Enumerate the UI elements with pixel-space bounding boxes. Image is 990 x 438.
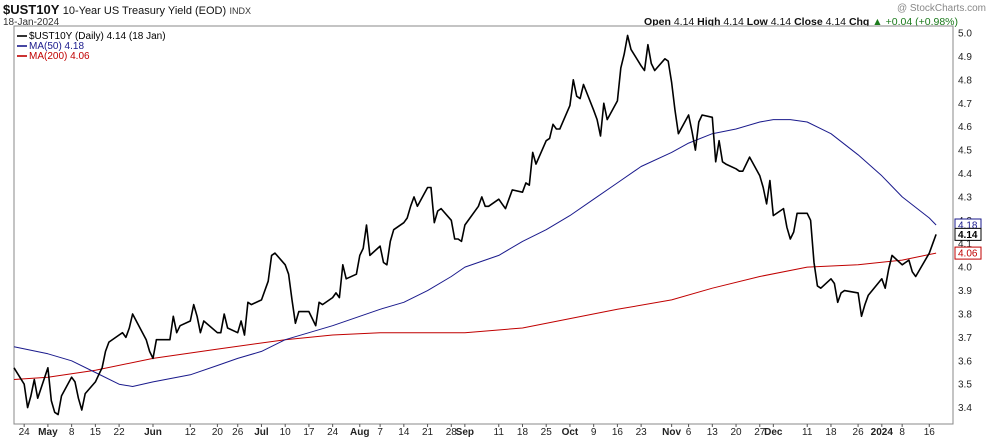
last-value-box: [954, 246, 982, 260]
x-tick-label: 9: [591, 427, 597, 438]
x-tick-label: 27: [754, 427, 766, 438]
y-tick-label: 4.0: [958, 263, 972, 274]
y-tick-label: 3.8: [958, 309, 972, 320]
last-value-labels: 4.184.14 4.06: [954, 218, 982, 260]
last-value-label: 4.18: [958, 221, 978, 232]
y-tick-label: 3.4: [958, 403, 972, 414]
chg-label: Chg: [848, 16, 870, 28]
x-tick-label: Nov: [662, 427, 681, 438]
y-tick-label: 5.0: [958, 29, 972, 40]
y-tick-label: 4.5: [958, 146, 972, 157]
x-tick-label: 25: [541, 427, 553, 438]
y-tick-label: 4.6: [958, 122, 972, 133]
close-value: 4.14: [825, 16, 847, 28]
chg-arrow-icon: ▲: [872, 16, 883, 28]
chg-value: +0.04 (+0.98%): [885, 16, 958, 28]
last-value-label: 4.14: [958, 230, 978, 241]
x-tick-label: 8: [899, 427, 905, 438]
chart-header: $UST10Y 10-Year US Treasury Yield (EOD) …: [0, 0, 990, 30]
y-tick-label: 4.4: [958, 169, 972, 180]
high-value: 4.14: [723, 16, 744, 28]
x-tick-label: 23: [636, 427, 648, 438]
x-tick-label: 22: [114, 427, 126, 438]
low-label: Low: [746, 16, 768, 28]
chart-title: $UST10Y 10-Year US Treasury Yield (EOD) …: [3, 2, 251, 17]
x-tick-label: 21: [422, 427, 434, 438]
watermark: @ StockCharts.com: [896, 3, 986, 14]
x-tick-label: Dec: [764, 427, 783, 438]
y-tick-label: 4.3: [958, 192, 972, 203]
close-label: Close: [794, 16, 823, 28]
legend-entry: MA(200) 4.06: [29, 51, 90, 62]
x-tick-label: 18: [825, 427, 837, 438]
x-tick-label: 24: [327, 427, 339, 438]
x-tick-label: 12: [185, 427, 197, 438]
series-line-ma50: [13, 119, 937, 387]
y-tick-label: 3.6: [958, 356, 972, 367]
plot-background: [14, 26, 953, 424]
open-label: Open: [644, 16, 671, 28]
y-tick-label: 4.8: [958, 75, 972, 86]
y-tick-label: 3.9: [958, 286, 972, 297]
ohlc-readout: Open 4.14 High 4.14 Low 4.14 Close 4.14 …: [644, 16, 958, 28]
y-tick-label: 4.1: [958, 239, 972, 250]
open-value: 4.14: [673, 16, 695, 28]
legend: $UST10Y (Daily) 4.14 (18 Jan)MA(50) 4.18…: [17, 31, 166, 62]
x-tick-label: 14: [398, 427, 410, 438]
x-tick-label: 16: [924, 427, 936, 438]
x-tick-label: Jun: [144, 427, 162, 438]
x-tick-label: 8: [69, 427, 75, 438]
y-tick-label: 4.9: [958, 52, 972, 63]
x-tick-label: 26: [232, 427, 244, 438]
x-tick-label: 6: [686, 427, 692, 438]
chart-date: 18-Jan-2024: [3, 17, 60, 28]
x-tick-label: 18: [517, 427, 529, 438]
x-tick-label: Sep: [456, 427, 474, 438]
x-tick-label: 26: [853, 427, 865, 438]
series-layer: [13, 34, 937, 416]
series-line-ma200: [13, 252, 937, 380]
x-tick-label: Oct: [562, 427, 579, 438]
exchange: INDX: [229, 6, 252, 16]
x-tick-label: 15: [90, 427, 102, 438]
last-value-label: 4.06: [958, 249, 978, 260]
x-tick-label: 17: [303, 427, 315, 438]
y-tick-label: 3.7: [958, 333, 972, 344]
x-tick-label: Jul: [254, 427, 269, 438]
plot-border: [13, 25, 954, 425]
x-tick-label: 11: [494, 427, 505, 438]
plot-frame: [13, 25, 954, 425]
x-axis: 24 May 8 15 22 Jun 12 20 26 Jul 10 17 24 Aug 7 14 21 28Se…: [19, 424, 936, 438]
series-line-price: [13, 34, 937, 416]
symbol: $UST10Y: [3, 2, 60, 17]
x-tick-label: 24: [19, 427, 31, 438]
low-value: 4.14: [770, 16, 792, 28]
x-tick-label: 7: [377, 427, 383, 438]
x-tick-label: May: [38, 427, 58, 438]
x-tick-label: 11: [802, 427, 813, 438]
description: 10-Year US Treasury Yield (EOD): [62, 5, 227, 17]
x-tick-label: 10: [280, 427, 292, 438]
y-tick-label: 4.7: [958, 99, 972, 110]
x-tick-label: 28: [446, 427, 458, 438]
legend-entry: MA(50) 4.18: [29, 41, 84, 52]
y-tick-label: 3.5: [958, 380, 972, 391]
x-tick-label: 20: [212, 427, 224, 438]
x-tick-label: 2024: [871, 427, 894, 438]
last-value-box: [954, 227, 982, 241]
x-tick-label: Aug: [350, 427, 369, 438]
legend-entry: $UST10Y (Daily) 4.14 (18 Jan): [29, 31, 166, 42]
x-tick-label: 13: [707, 427, 719, 438]
x-tick-label: 20: [730, 427, 742, 438]
x-tick-label: 16: [612, 427, 624, 438]
high-label: High: [697, 16, 721, 28]
